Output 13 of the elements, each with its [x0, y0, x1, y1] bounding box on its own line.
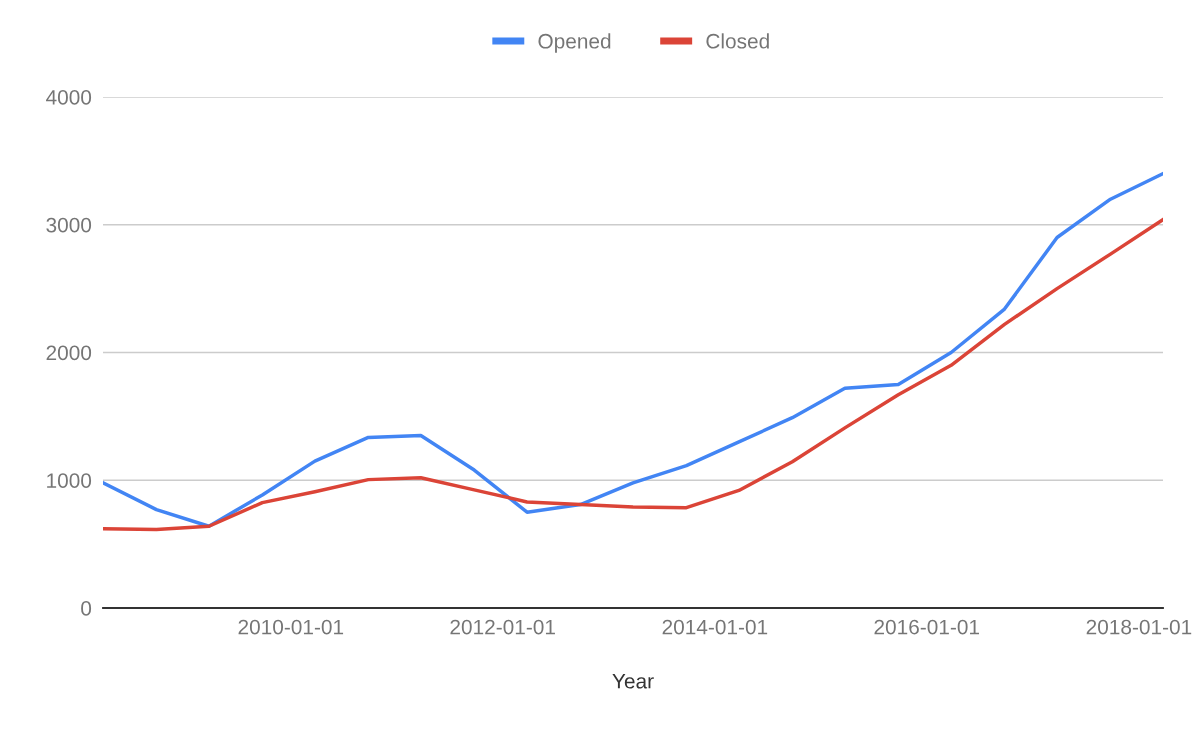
x-tick-label: 2014-01-01 [662, 619, 768, 635]
x-tick-label: 2010-01-01 [238, 619, 344, 635]
y-tick-label: 1000 [47, 473, 92, 488]
x-axis-title: Year [612, 674, 654, 689]
x-tick-label: 2018-01-01 [1086, 619, 1192, 635]
y-tick-label: 0 [81, 601, 92, 616]
legend-label: Opened [538, 33, 611, 53]
x-tick-label: 2012-01-01 [450, 619, 555, 635]
y-tick-label: 3000 [46, 217, 92, 233]
y-tick-label: 2000 [46, 345, 92, 361]
legend-label: Closed [706, 33, 769, 49]
y-tick-label: 4000 [46, 90, 92, 105]
x-tick-label: 2016-01-01 [874, 619, 980, 635]
